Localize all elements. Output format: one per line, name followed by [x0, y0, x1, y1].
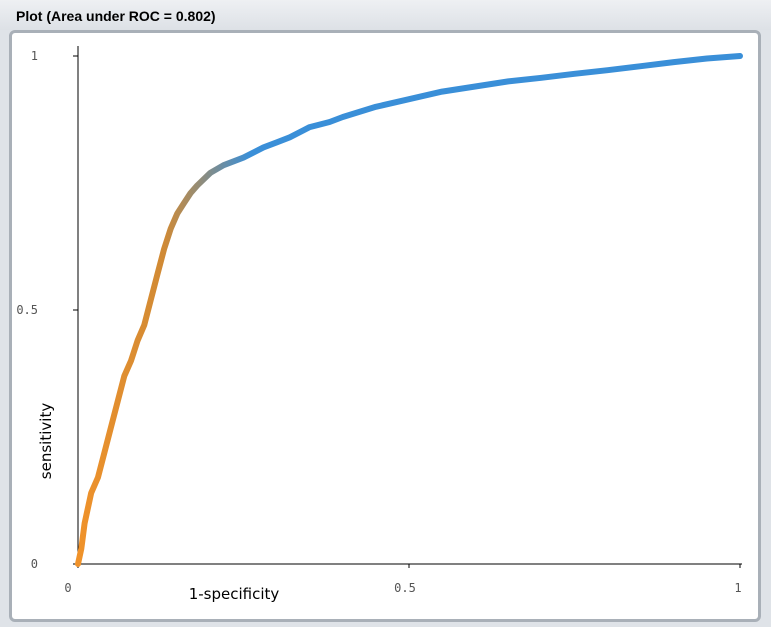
roc-point: [506, 79, 511, 84]
y-tick-label: 0.5: [16, 303, 38, 317]
roc-point: [208, 170, 213, 175]
roc-point: [440, 89, 445, 94]
roc-point: [122, 373, 127, 378]
roc-point: [373, 104, 378, 109]
plot-panel: 0 0.5 1 0 0.5 1 1-specificity sensitivity: [9, 30, 761, 622]
roc-point: [109, 424, 114, 429]
roc-point: [327, 119, 332, 124]
roc-point: [102, 450, 107, 455]
window-title: Plot (Area under ROC = 0.802): [16, 8, 216, 24]
roc-point: [605, 68, 610, 73]
roc-point: [181, 201, 186, 206]
roc-point: [75, 561, 80, 566]
roc-point: [737, 53, 742, 58]
roc-point: [142, 323, 147, 328]
roc-point: [155, 272, 160, 277]
roc-point: [671, 60, 676, 65]
roc-point: [148, 297, 153, 302]
roc-point: [89, 490, 94, 495]
roc-point: [188, 191, 193, 196]
roc-point: [241, 155, 246, 160]
roc-point: [307, 125, 312, 130]
roc-point: [704, 56, 709, 61]
y-tick-label: 0: [31, 557, 38, 571]
title-bar[interactable]: Plot (Area under ROC = 0.802): [0, 0, 771, 30]
roc-chart: 0 0.5 1 0 0.5 1 1-specificity sensitivity: [16, 46, 743, 603]
roc-point: [638, 64, 643, 69]
roc-point: [572, 71, 577, 76]
y-tick-label: 1: [31, 49, 38, 63]
roc-point: [128, 358, 133, 363]
roc-point: [287, 135, 292, 140]
roc-point: [406, 97, 411, 102]
roc-point: [162, 246, 167, 251]
roc-point: [175, 211, 180, 216]
roc-point: [274, 140, 279, 145]
roc-point: [115, 399, 120, 404]
roc-point: [95, 475, 100, 480]
x-tick-label: 0.5: [394, 581, 416, 595]
roc-point: [261, 145, 266, 150]
roc-curve: [75, 53, 743, 567]
y-axis-title: sensitivity: [37, 403, 55, 480]
roc-point: [168, 226, 173, 231]
roc-point: [473, 84, 478, 89]
roc-point: [82, 521, 87, 526]
x-tick-label: 0: [64, 581, 71, 595]
roc-point: [85, 506, 90, 511]
roc-point: [221, 163, 226, 168]
x-tick-label: 1: [734, 581, 741, 595]
roc-point: [135, 338, 140, 343]
roc-point: [340, 114, 345, 119]
x-axis-title: 1-specificity: [189, 585, 280, 603]
roc-point: [79, 546, 84, 551]
roc-point: [539, 75, 544, 80]
roc-point: [195, 183, 200, 188]
